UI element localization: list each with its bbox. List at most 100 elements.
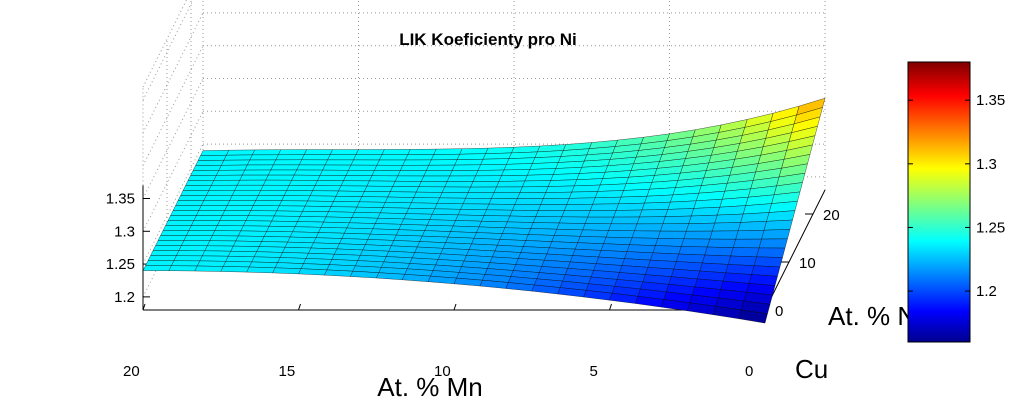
surface-patch xyxy=(319,169,349,176)
surface-patch xyxy=(155,240,185,246)
surface-patch xyxy=(291,174,321,181)
surface-patch xyxy=(439,192,469,199)
surface-patch xyxy=(665,208,695,217)
surface-patch xyxy=(221,159,251,166)
surface-patch xyxy=(610,216,640,225)
surface-patch xyxy=(307,195,337,202)
surface-patch xyxy=(196,260,227,267)
surface-patch xyxy=(737,221,767,232)
surface-patch xyxy=(571,184,601,193)
surface-patch xyxy=(165,220,195,226)
surface-patch xyxy=(350,159,380,166)
surface-patch xyxy=(605,230,635,239)
surface-patch xyxy=(561,210,591,218)
surface-patch xyxy=(446,175,476,182)
surface-patch xyxy=(301,154,331,161)
surface-patch xyxy=(547,179,578,187)
surface-patch xyxy=(542,191,573,199)
surface-patch xyxy=(348,164,378,171)
surface-patch xyxy=(522,180,552,188)
colorbar-ticks: 1.2 1.25 1.3 1.35 xyxy=(908,92,1005,300)
surface-patch xyxy=(356,201,386,208)
surface-patch xyxy=(381,149,411,155)
surface-patch xyxy=(221,210,252,216)
surface-patch xyxy=(187,175,217,181)
surface-patch xyxy=(613,209,643,218)
surface-patch xyxy=(318,227,348,234)
surface-patch xyxy=(246,159,277,166)
surface-patch xyxy=(209,235,239,242)
surface-patch xyxy=(530,222,560,230)
surface-patch xyxy=(177,195,207,201)
surface-patch xyxy=(379,207,410,214)
z-tick-label: 1.35 xyxy=(106,191,135,208)
y-tick-label: 0 xyxy=(775,303,783,320)
surface-patch xyxy=(343,175,373,182)
surface-patch xyxy=(507,215,537,223)
surface-patch xyxy=(407,148,437,155)
surface-patch xyxy=(382,202,412,209)
surface-patch xyxy=(312,185,342,192)
surface-patch xyxy=(641,201,671,211)
surface-patch xyxy=(394,175,425,182)
surface-patch xyxy=(418,181,448,188)
surface-patch xyxy=(219,215,249,221)
surface-patch xyxy=(603,236,633,245)
surface-patch xyxy=(735,229,765,240)
surface-patch xyxy=(261,236,291,243)
surface-patch xyxy=(324,159,354,166)
surface-patch xyxy=(265,174,295,181)
surface-patch xyxy=(711,222,742,232)
surface-patch xyxy=(477,164,507,171)
surface-patch xyxy=(434,203,464,210)
surface-patch xyxy=(493,186,523,193)
surface-patch xyxy=(462,197,492,205)
surface-patch xyxy=(323,216,353,224)
z-tick-label: 1.25 xyxy=(106,256,135,273)
surface-patch xyxy=(597,183,627,192)
axes-box xyxy=(142,0,826,311)
surface-patch xyxy=(501,169,531,176)
surface-patch xyxy=(423,170,453,177)
surface-patch xyxy=(449,170,479,177)
surface-patch xyxy=(330,201,360,208)
surface-patch xyxy=(488,198,518,205)
surface-patch xyxy=(226,149,256,156)
surface-patch xyxy=(454,158,484,166)
z-tick-label: 1.3 xyxy=(114,223,135,240)
surface-patch xyxy=(283,190,313,197)
surface-patch xyxy=(218,164,248,171)
surface-patch xyxy=(410,197,441,204)
tick-labels: 20 15 10 5 0 0 10 20 1.2 1.25 1.3 1.35 xyxy=(106,191,840,381)
surface-patch xyxy=(532,216,563,224)
surface-patch xyxy=(657,230,687,240)
surface-patch xyxy=(235,235,265,242)
surface-patch xyxy=(429,213,459,221)
colorbar xyxy=(907,61,971,343)
surface-patch xyxy=(629,237,659,246)
surface-patch xyxy=(634,223,664,232)
surface-patch xyxy=(213,174,243,181)
surface-patch xyxy=(277,149,308,156)
surface-patch xyxy=(293,169,323,176)
surface-patch xyxy=(761,229,791,240)
surface-patch xyxy=(652,245,682,255)
surface-patch xyxy=(192,165,222,171)
surface-patch xyxy=(234,184,264,191)
surface-patch xyxy=(758,238,788,249)
surface-patch xyxy=(152,245,182,251)
surface-patch xyxy=(175,200,205,206)
surface-patch xyxy=(566,197,596,205)
surface-patch xyxy=(241,169,272,176)
surface-patch xyxy=(693,198,723,209)
surface-patch xyxy=(258,241,288,248)
surface-patch xyxy=(420,175,451,182)
surface-patch xyxy=(329,149,359,155)
surface-patch xyxy=(180,190,210,196)
surface-patch xyxy=(545,185,575,193)
surface-patch xyxy=(355,149,385,155)
surface-patch xyxy=(225,255,255,263)
surface-patch xyxy=(467,186,497,193)
surface-patch xyxy=(584,216,614,225)
surface-patch xyxy=(354,206,384,214)
